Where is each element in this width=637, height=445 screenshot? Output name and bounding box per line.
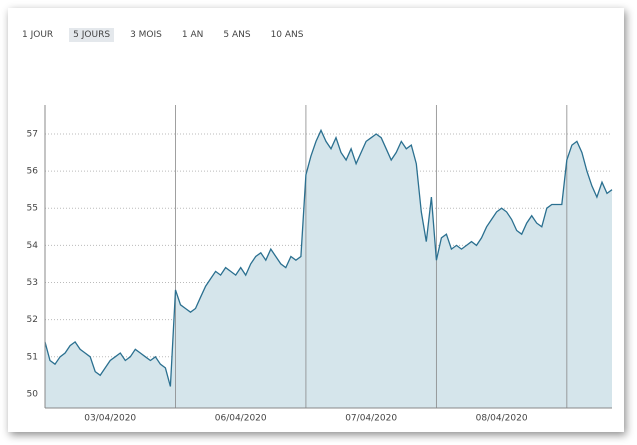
range-tab[interactable]: 10 ANS: [270, 30, 304, 40]
range-tab[interactable]: 5 JOURS: [69, 28, 115, 42]
range-tab[interactable]: 3 MOIS: [130, 30, 162, 40]
y-tick-label: 56: [27, 167, 39, 177]
area-fill: [45, 130, 612, 409]
x-tick-label: 08/04/2020: [476, 414, 528, 424]
range-tab[interactable]: 1 AN: [181, 30, 204, 40]
range-tab[interactable]: 1 JOUR: [22, 30, 54, 40]
x-tick-label: 03/04/2020: [84, 414, 136, 424]
price-line: [44, 128, 613, 387]
x-tick-label: 06/04/2020: [215, 414, 267, 424]
y-tick-label: 51: [27, 352, 38, 362]
y-tick-label: 53: [27, 278, 38, 288]
y-tick-label: 50: [27, 389, 39, 399]
y-tick-label: 57: [27, 129, 38, 139]
y-tick-label: 52: [27, 315, 38, 325]
tab-bar: 1 JOUR 5 JOURS 3 MOIS 1 AN 5 ANS 10 ANS: [18, 28, 319, 42]
y-tick-label: 54: [27, 241, 39, 251]
range-tab[interactable]: 5 ANS: [223, 30, 251, 40]
y-tick-label: 55: [27, 204, 38, 214]
x-tick-label: 07/04/2020: [345, 414, 397, 424]
